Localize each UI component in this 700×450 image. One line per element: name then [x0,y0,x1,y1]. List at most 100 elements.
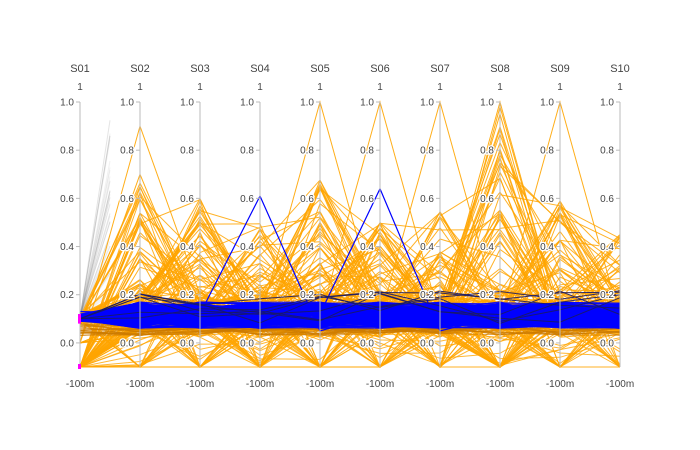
tick-label: 0.8 [600,146,614,157]
brush-range[interactable] [78,314,81,324]
gray-line [79,196,111,318]
blue-line [79,301,621,327]
tick-label: 0.6 [240,194,254,205]
tick-label: 1.0 [120,98,134,109]
axis-title[interactable]: S09 [550,63,570,75]
blue-line [79,301,621,327]
tick-label: 0.2 [120,290,134,301]
axis-bottom-label: -100m [126,379,154,390]
tick-label: 0.4 [540,242,554,253]
orange-line [79,295,621,368]
axis-top-label: 1 [77,82,83,93]
tick-label: 0.0 [540,338,554,349]
gray-line [79,194,111,318]
axis-title[interactable]: S05 [310,63,330,75]
tick-label: 1.0 [540,98,554,109]
axis-bottom-label: -100m [426,379,454,390]
tick-label: 0.4 [300,242,314,253]
orange-line [79,217,621,332]
gray-line [79,170,111,318]
blue-line [79,304,621,329]
dark-orange-line [79,323,621,337]
gray-line [79,160,111,318]
gray-line [79,135,111,318]
tick-label: 0.0 [480,338,494,349]
gray-line [79,190,111,319]
axis-title[interactable]: S08 [490,63,510,75]
tick-label: 0.2 [420,290,434,301]
tick-label: 0.4 [360,242,374,253]
gray-line [79,133,111,318]
tick-label: 0.0 [60,338,74,349]
blue-line [79,304,621,329]
tick-label: 0.0 [240,338,254,349]
tick-label: 1.0 [600,98,614,109]
axis-title[interactable]: S03 [190,63,210,75]
dark-orange-line [79,324,621,336]
tick-label: 0.4 [600,242,614,253]
tick-label: 0.8 [540,146,554,157]
tick-label: 0.0 [420,338,434,349]
tick-label: 0.0 [360,338,374,349]
axis-bottom-label: -100m [66,379,94,390]
tick-label: 1.0 [420,98,434,109]
dark-orange-line [79,323,621,337]
tick-label: 0.6 [60,194,74,205]
axis-bottom-label: -100m [546,379,574,390]
tick-label: 0.8 [360,146,374,157]
tick-label: 0.2 [600,290,614,301]
tick-label: 0.8 [60,146,74,157]
brush-range[interactable] [78,364,81,369]
gray-line [79,181,111,317]
tick-label: 0.2 [480,290,494,301]
navy-line [79,290,621,321]
tick-label: 1.0 [240,98,254,109]
axis-top-label: 1 [497,82,503,93]
axis-title[interactable]: S06 [370,63,390,75]
gray-line [79,197,111,317]
tick-label: 0.6 [300,194,314,205]
axes: S01 1 -100m 0.0 0.2 0.4 0.6 0.8 1.0 S02 1 -100m 0.0 0… [59,63,634,390]
navy-lines [79,290,621,325]
gray-line [79,234,111,319]
tick-label: 1.0 [60,98,74,109]
axis-title[interactable]: S07 [430,63,450,75]
gray-lines [79,119,111,342]
tick-label: 0.4 [420,242,434,253]
tick-label: 0.6 [180,194,194,205]
tick-label: 0.2 [240,290,254,301]
gray-line [79,191,111,319]
axis-top-label: 1 [557,82,563,93]
gray-line [79,176,111,318]
gray-line [79,119,111,319]
axis-title[interactable]: S01 [70,63,90,75]
tick-label: 0.4 [180,242,194,253]
tick-label: 0.6 [420,194,434,205]
axis-bottom-label: -100m [486,379,514,390]
navy-line [79,291,621,322]
tick-label: 0.6 [480,194,494,205]
orange-line [79,186,621,339]
gray-line [79,212,111,317]
tick-label: 0.8 [240,146,254,157]
axis-bottom-label: -100m [246,379,274,390]
tick-label: 0.0 [600,338,614,349]
navy-line [79,292,621,323]
axis-title[interactable]: S10 [610,63,630,75]
axis-title[interactable]: S02 [130,63,150,75]
axis-top-label: 1 [317,82,323,93]
tick-label: 0.8 [180,146,194,157]
gray-line [79,139,111,318]
gray-line [79,190,111,318]
gray-line [79,120,111,318]
tick-label: 1.0 [180,98,194,109]
tick-label: 0.8 [300,146,314,157]
gray-line [79,203,111,318]
axis-title[interactable]: S04 [250,63,270,75]
gray-line [79,234,111,319]
tick-label: 0.4 [60,242,74,253]
tick-label: 0.2 [540,290,554,301]
tick-label: 1.0 [480,98,494,109]
gray-line [79,204,111,319]
tick-label: 0.6 [540,194,554,205]
